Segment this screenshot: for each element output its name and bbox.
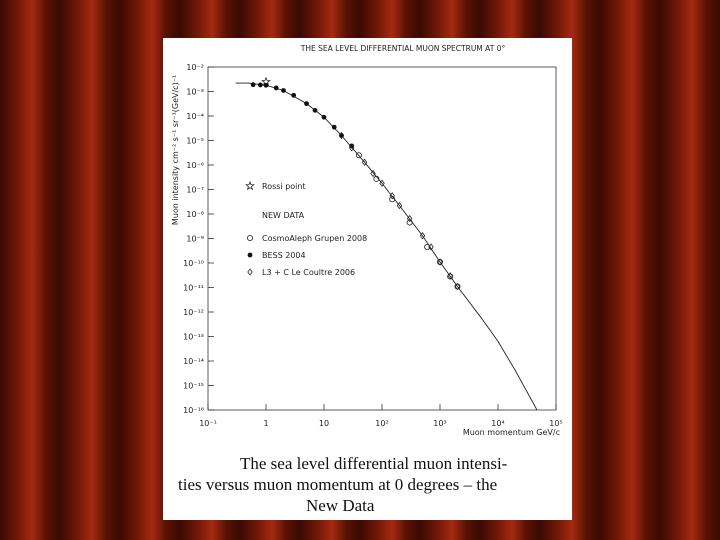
x-axis-label: Muon momentum GeV/c bbox=[463, 428, 560, 437]
legend-heading: NEW DATA bbox=[262, 211, 305, 220]
legend-label: Rossi point bbox=[262, 182, 306, 191]
diamond-marker bbox=[428, 243, 434, 251]
chart-title: THE SEA LEVEL DIFFERENTIAL MUON SPECTRUM… bbox=[300, 44, 506, 53]
circle-marker bbox=[406, 219, 413, 226]
diamond-marker bbox=[396, 201, 403, 210]
dot-marker bbox=[321, 114, 327, 120]
circle-marker bbox=[355, 152, 362, 159]
dot-marker bbox=[263, 82, 269, 88]
diamond-marker bbox=[361, 158, 368, 166]
x-tick-label: 10³ bbox=[433, 419, 446, 428]
diamond-marker bbox=[389, 192, 395, 200]
y-tick-label: 10⁻¹⁰ bbox=[183, 259, 204, 268]
diamond-marker bbox=[348, 144, 355, 152]
diamond-marker bbox=[447, 272, 453, 280]
dot-marker bbox=[304, 101, 309, 107]
diamond-marker bbox=[437, 258, 443, 266]
figure-panel bbox=[163, 38, 572, 520]
y-tick-label: 10⁻¹⁵ bbox=[183, 382, 204, 391]
y-tick-label: 10⁻⁸ bbox=[186, 210, 204, 219]
dot-marker bbox=[331, 124, 337, 130]
circle-marker bbox=[373, 175, 380, 182]
diamond-marker bbox=[454, 282, 461, 291]
y-tick-label: 10⁻⁵ bbox=[186, 137, 204, 146]
diamond-marker bbox=[370, 169, 376, 178]
y-tick-label: 10⁻⁷ bbox=[186, 186, 204, 195]
legend-marker bbox=[247, 268, 253, 276]
y-tick-label: 10⁻⁶ bbox=[186, 161, 204, 170]
caption-line: The sea level differential muon intensi- bbox=[240, 454, 508, 473]
legend-marker bbox=[245, 180, 255, 191]
x-tick-label: 1 bbox=[263, 419, 268, 428]
y-tick-label: 10⁻¹⁴ bbox=[183, 357, 204, 366]
legend-label: BESS 2004 bbox=[262, 251, 306, 260]
legend-marker bbox=[246, 234, 253, 241]
y-tick-label: 10⁻² bbox=[186, 63, 204, 72]
y-tick-label: 10⁻⁹ bbox=[186, 235, 204, 244]
diamond-marker bbox=[419, 232, 426, 240]
dot-marker bbox=[339, 133, 344, 138]
legend-label: CosmoAleph Grupen 2008 bbox=[262, 234, 367, 243]
y-tick-label: 10⁻³ bbox=[186, 88, 204, 97]
diamond-marker bbox=[379, 179, 385, 187]
circle-marker bbox=[424, 243, 431, 250]
x-tick-label: 10⁻¹ bbox=[199, 419, 217, 428]
dot-marker bbox=[273, 85, 279, 91]
dot-marker bbox=[312, 107, 318, 113]
dot-marker bbox=[257, 82, 263, 88]
x-tick-label: 10⁴ bbox=[491, 419, 504, 428]
y-tick-label: 10⁻¹³ bbox=[183, 333, 204, 342]
y-axis-label: Muon intensity cm⁻² s⁻¹ sr⁻¹(GeV/c)⁻¹ bbox=[171, 75, 180, 225]
y-tick-label: 10⁻¹⁶ bbox=[183, 406, 204, 415]
y-tick-label: 10⁻¹¹ bbox=[183, 284, 204, 293]
dot-marker bbox=[281, 88, 286, 93]
y-tick-label: 10⁻¹² bbox=[183, 308, 204, 317]
dot-marker bbox=[250, 82, 256, 88]
caption-line: New Data bbox=[306, 496, 375, 515]
circle-marker bbox=[389, 196, 396, 203]
diamond-marker bbox=[406, 214, 413, 223]
fit-line bbox=[235, 82, 538, 411]
legend-marker bbox=[247, 252, 253, 258]
legend-label: L3 + C Le Coultre 2006 bbox=[262, 268, 355, 277]
dot-marker bbox=[291, 92, 297, 98]
caption-line: ties versus muon momentum at 0 degrees –… bbox=[178, 475, 497, 494]
x-tick-label: 10 bbox=[319, 419, 329, 428]
plot-frame bbox=[207, 66, 557, 411]
x-tick-label: 10⁵ bbox=[549, 419, 562, 428]
diamond-marker bbox=[338, 131, 345, 140]
y-tick-label: 10⁻⁴ bbox=[186, 112, 204, 121]
x-tick-label: 10² bbox=[375, 419, 388, 428]
